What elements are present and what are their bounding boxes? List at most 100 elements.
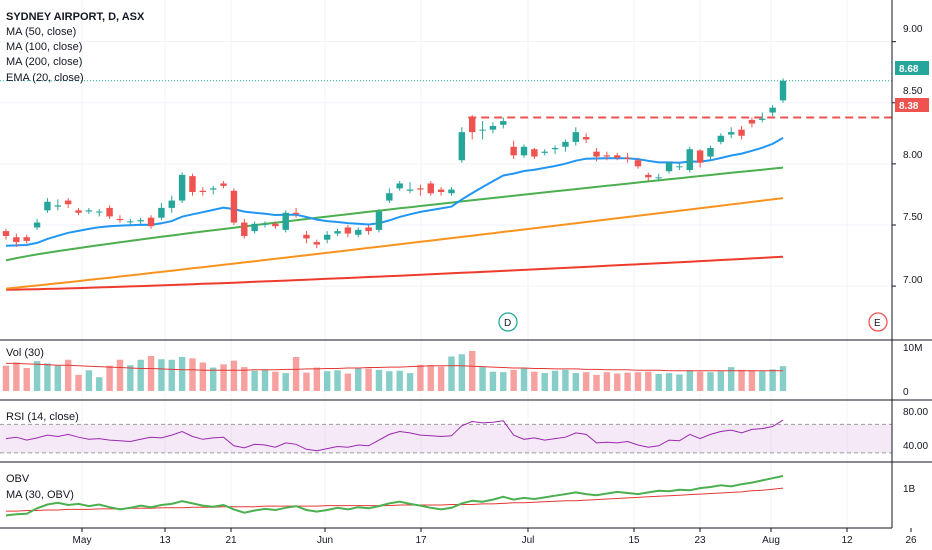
candle[interactable] — [386, 193, 393, 201]
volume-bar[interactable] — [241, 367, 248, 391]
volume-pane[interactable] — [2, 350, 787, 392]
candle[interactable] — [127, 221, 134, 223]
candle[interactable] — [562, 141, 569, 147]
candle[interactable] — [2, 231, 10, 236]
volume-bar[interactable] — [665, 373, 673, 391]
earnings-marker[interactable] — [868, 312, 888, 332]
volume-bar[interactable] — [727, 367, 735, 391]
obv-ma-label[interactable]: MA (30, OBV) — [6, 489, 74, 501]
volume-bar[interactable] — [417, 364, 424, 391]
candle[interactable] — [96, 211, 103, 213]
volume-bar[interactable] — [127, 365, 134, 391]
candle[interactable] — [158, 207, 165, 218]
candle[interactable] — [624, 157, 631, 159]
volume-bar[interactable] — [738, 369, 745, 391]
volume-bar[interactable] — [531, 371, 538, 391]
volume-bar[interactable] — [230, 360, 238, 391]
candle[interactable] — [54, 205, 62, 207]
volume-bar[interactable] — [624, 372, 631, 391]
candle[interactable] — [759, 118, 766, 120]
candle[interactable] — [645, 174, 652, 178]
candle[interactable] — [147, 217, 155, 227]
candle[interactable] — [396, 183, 403, 189]
volume-bar[interactable] — [572, 373, 580, 391]
volume-bar[interactable] — [634, 372, 642, 391]
candle[interactable] — [292, 212, 300, 214]
volume-bar[interactable] — [54, 365, 62, 391]
ma50-line[interactable] — [5, 255, 784, 291]
volume-bar[interactable] — [209, 367, 217, 391]
volume-bar[interactable] — [178, 356, 186, 391]
candle[interactable] — [572, 132, 580, 142]
candle[interactable] — [748, 119, 756, 124]
candle[interactable] — [116, 218, 124, 221]
candle[interactable] — [168, 200, 175, 208]
legend-ema20[interactable]: EMA (20, close) — [6, 72, 84, 84]
candle[interactable] — [510, 146, 517, 156]
candle[interactable] — [468, 117, 476, 133]
volume-bar[interactable] — [437, 366, 445, 391]
volume-bar[interactable] — [44, 363, 51, 391]
candle[interactable] — [707, 148, 714, 157]
obv-line[interactable] — [5, 475, 784, 517]
volume-bar[interactable] — [655, 373, 662, 391]
candle[interactable] — [593, 151, 600, 157]
volume-bar[interactable] — [759, 371, 766, 391]
rsi-pane[interactable] — [0, 419, 892, 454]
volume-bar[interactable] — [614, 373, 621, 391]
candle[interactable] — [199, 190, 207, 192]
candle[interactable] — [251, 223, 258, 232]
candle[interactable] — [261, 223, 269, 225]
volume-bar[interactable] — [603, 372, 611, 391]
volume-bar[interactable] — [448, 356, 455, 392]
candle[interactable] — [717, 135, 725, 142]
volume-bar[interactable] — [489, 371, 497, 391]
candle[interactable] — [531, 149, 538, 157]
volume-bar[interactable] — [779, 366, 787, 391]
candle[interactable] — [437, 189, 445, 192]
candle[interactable] — [64, 200, 72, 205]
candle[interactable] — [106, 207, 113, 217]
volume-ma-line[interactable] — [6, 362, 783, 372]
candle[interactable] — [479, 129, 486, 131]
volume-bar[interactable] — [458, 354, 466, 391]
volume-bar[interactable] — [313, 367, 321, 391]
volume-bar[interactable] — [406, 373, 414, 391]
candle[interactable] — [769, 107, 776, 113]
volume-bar[interactable] — [696, 371, 704, 391]
obv-pane[interactable] — [5, 475, 784, 517]
candle[interactable] — [634, 160, 642, 167]
candle[interactable] — [427, 183, 434, 194]
candle[interactable] — [696, 150, 704, 163]
candle[interactable] — [344, 227, 352, 234]
volume-bar[interactable] — [303, 372, 310, 391]
candle[interactable] — [230, 190, 238, 223]
obv-ma-line[interactable] — [6, 487, 784, 512]
candle[interactable] — [189, 176, 196, 192]
legend-ma200[interactable]: MA (200, close) — [6, 56, 82, 68]
volume-bar[interactable] — [748, 370, 756, 391]
candle[interactable] — [582, 137, 590, 140]
candle[interactable] — [541, 151, 548, 153]
candle[interactable] — [33, 222, 41, 228]
candle[interactable] — [209, 188, 217, 190]
volume-bar[interactable] — [510, 369, 517, 391]
ema20-line[interactable] — [5, 137, 784, 247]
candle[interactable] — [303, 234, 310, 239]
candle[interactable] — [665, 162, 673, 172]
candle[interactable] — [779, 80, 787, 101]
dividend-marker[interactable] — [498, 312, 518, 332]
volume-bar[interactable] — [479, 367, 486, 391]
legend-ma50[interactable]: MA (50, close) — [6, 26, 76, 38]
candle[interactable] — [355, 229, 362, 235]
candle[interactable] — [323, 234, 331, 240]
candle[interactable] — [614, 155, 621, 158]
volume-bar[interactable] — [582, 372, 590, 391]
candle[interactable] — [334, 231, 341, 234]
candle[interactable] — [13, 237, 20, 243]
volume-bar[interactable] — [64, 359, 72, 391]
candle[interactable] — [178, 174, 186, 201]
rsi-line[interactable] — [5, 419, 784, 452]
candle[interactable] — [272, 223, 279, 227]
candle[interactable] — [44, 201, 51, 211]
